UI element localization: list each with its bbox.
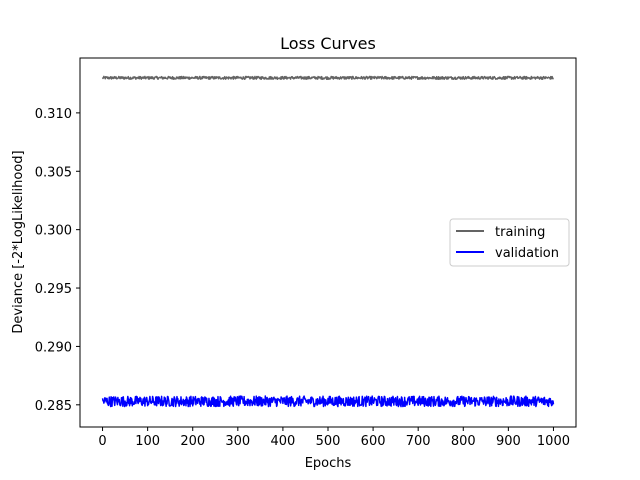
legend-label-training: training <box>495 225 545 240</box>
x-tick-label: 600 <box>361 434 386 449</box>
y-tick-label: 0.305 <box>35 165 72 180</box>
series-line-validation <box>101 395 555 408</box>
x-tick-label: 200 <box>180 434 205 449</box>
y-axis: 0.285 0.290 0.295 0.300 0.305 0.310 <box>35 107 80 414</box>
chart-title: Loss Curves <box>280 34 376 53</box>
series-layer <box>101 75 555 408</box>
x-tick-label: 1000 <box>537 434 570 449</box>
x-tick-label: 500 <box>316 434 341 449</box>
x-tick-label: 0 <box>98 434 106 449</box>
x-axis-label: Epochs <box>305 456 352 471</box>
x-tick-label: 300 <box>225 434 250 449</box>
y-axis-label: Deviance [-2*LogLikelihood] <box>11 150 26 333</box>
x-tick-label: 400 <box>270 434 295 449</box>
y-tick-label: 0.290 <box>35 340 72 355</box>
y-tick-label: 0.295 <box>35 282 72 297</box>
legend: training validation <box>449 218 570 267</box>
series-line-training <box>101 75 554 80</box>
x-tick-label: 900 <box>496 434 521 449</box>
y-tick-label: 0.285 <box>35 399 72 414</box>
legend-label-validation: validation <box>495 246 559 261</box>
x-axis: 0 100 200 300 400 500 600 700 800 900 1000 <box>98 427 570 449</box>
x-tick-label: 700 <box>406 434 431 449</box>
y-tick-label: 0.300 <box>35 224 72 239</box>
x-tick-label: 100 <box>135 434 160 449</box>
y-tick-label: 0.310 <box>35 107 72 122</box>
x-tick-label: 800 <box>451 434 476 449</box>
